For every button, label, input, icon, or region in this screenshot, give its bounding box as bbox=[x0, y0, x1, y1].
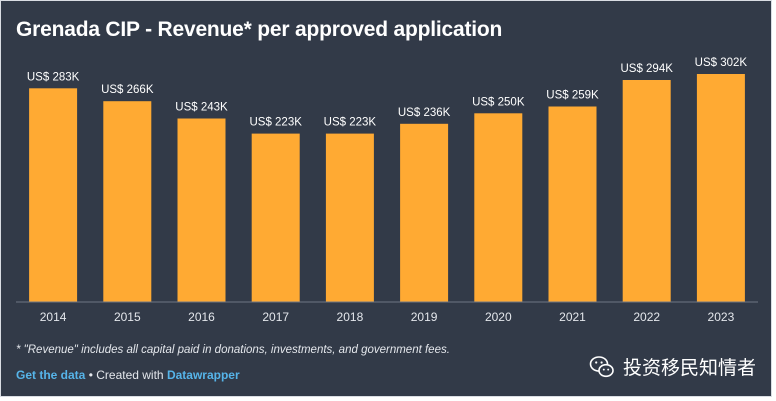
bar-2017 bbox=[251, 133, 300, 302]
footer-separator: • Created with bbox=[85, 368, 167, 382]
bar-2020 bbox=[474, 113, 523, 302]
x-tick-2023: 2023 bbox=[708, 310, 735, 324]
bar-2019 bbox=[400, 123, 449, 302]
chart-title: Grenada CIP - Revenue* per approved appl… bbox=[16, 18, 503, 41]
value-label-2023: US$ 302K bbox=[695, 57, 748, 69]
x-tick-2016: 2016 bbox=[188, 310, 215, 324]
bar-chart: US$ 283K 2014 US$ 266K 2015 US$ 243K 2016 US$ … bbox=[16, 57, 758, 324]
x-tick-2018: 2018 bbox=[337, 310, 364, 324]
value-label-2022: US$ 294K bbox=[620, 63, 673, 75]
datawrapper-link[interactable]: Datawrapper bbox=[166, 368, 240, 382]
x-tick-2021: 2021 bbox=[559, 310, 586, 324]
value-label-2016: US$ 243K bbox=[175, 102, 228, 114]
wechat-icon bbox=[589, 355, 614, 377]
bar-2023 bbox=[696, 74, 745, 302]
footnote: * "Revenue" includes all capital paid in… bbox=[16, 344, 450, 356]
bar-2015 bbox=[103, 101, 152, 302]
bar-2016 bbox=[177, 118, 226, 302]
value-label-2020: US$ 250K bbox=[472, 96, 525, 108]
value-label-2019: US$ 236K bbox=[398, 107, 451, 119]
bar-2021 bbox=[548, 106, 597, 302]
value-label-2015: US$ 266K bbox=[101, 84, 154, 96]
x-tick-2022: 2022 bbox=[633, 310, 660, 324]
x-tick-2020: 2020 bbox=[485, 310, 512, 324]
x-tick-2019: 2019 bbox=[411, 310, 438, 324]
footer: Get the data • Created with Datawrapper bbox=[16, 368, 240, 382]
value-label-2018: US$ 223K bbox=[324, 117, 377, 129]
x-tick-2017: 2017 bbox=[262, 310, 289, 324]
bar-2018 bbox=[325, 133, 374, 302]
bar-2014 bbox=[29, 88, 78, 302]
watermark: 投资移民知情者 bbox=[589, 353, 756, 380]
value-label-2021: US$ 259K bbox=[546, 90, 599, 102]
watermark-text: 投资移民知情者 bbox=[623, 357, 757, 379]
get-data-link[interactable]: Get the data bbox=[16, 368, 86, 382]
x-tick-2014: 2014 bbox=[40, 310, 67, 324]
value-label-2017: US$ 223K bbox=[249, 117, 302, 129]
x-tick-2015: 2015 bbox=[114, 310, 141, 324]
bar-2022 bbox=[622, 80, 671, 302]
value-label-2014: US$ 283K bbox=[27, 71, 80, 83]
